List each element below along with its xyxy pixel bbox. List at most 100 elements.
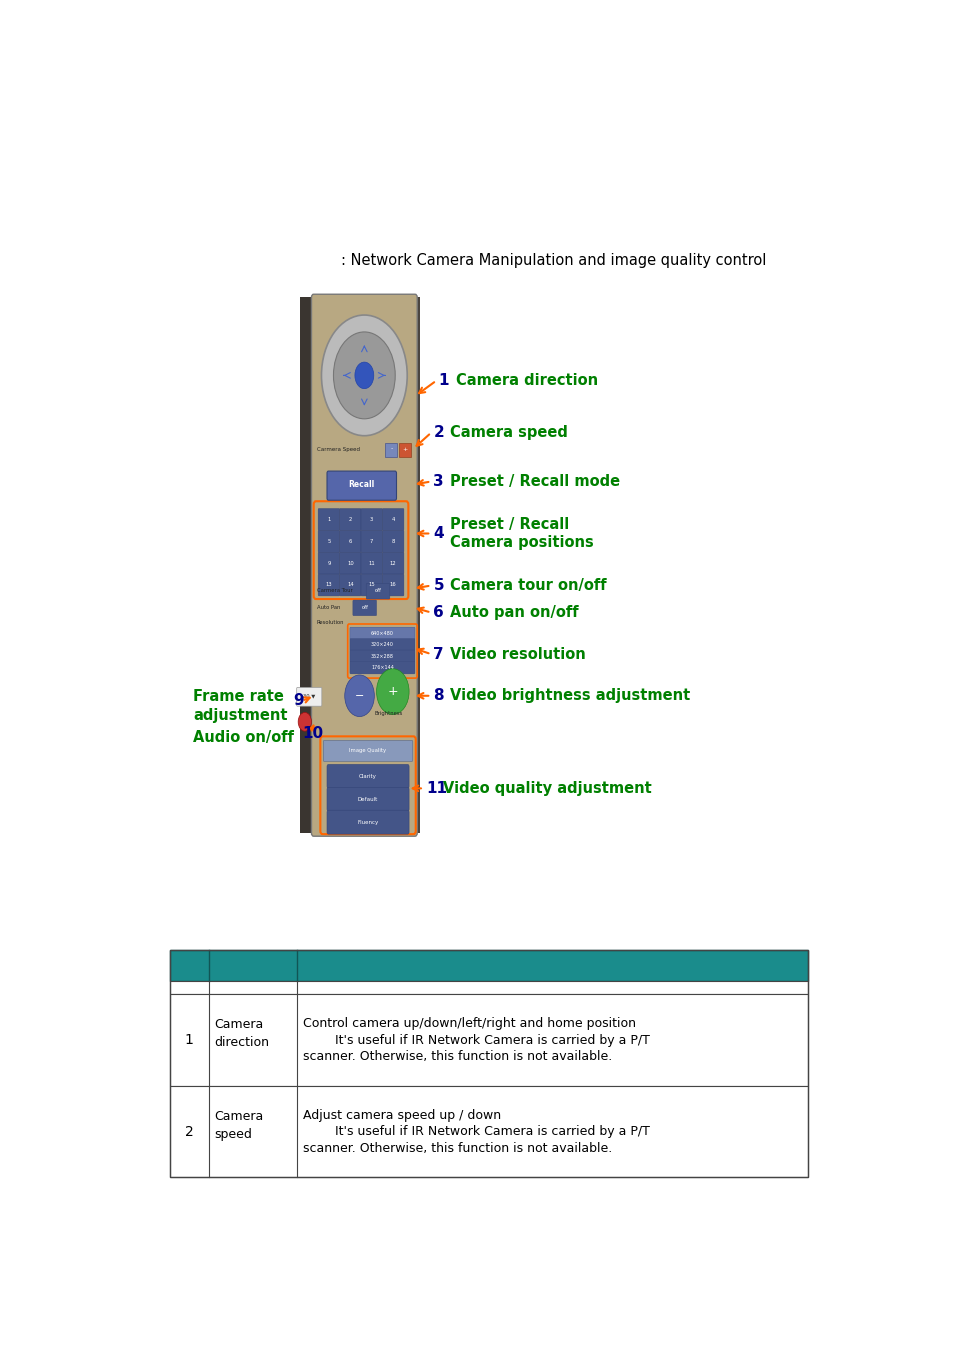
Text: 2: 2 [348,517,352,521]
FancyBboxPatch shape [382,553,403,574]
Text: 6: 6 [433,605,444,620]
FancyBboxPatch shape [327,765,409,789]
Text: Camera
speed: Camera speed [214,1111,264,1140]
Bar [300,297,314,834]
Text: 6: 6 [348,539,352,544]
Text: 320×240: 320×240 [371,642,394,647]
Text: 1: 1 [185,1034,193,1047]
FancyBboxPatch shape [317,531,339,553]
Bar [170,981,807,994]
Text: Clarity: Clarity [358,774,376,780]
FancyBboxPatch shape [382,574,403,596]
Text: 11: 11 [368,561,375,566]
Circle shape [344,676,374,716]
Text: 15: 15 [368,582,375,588]
FancyBboxPatch shape [339,574,360,596]
Text: Frame rate
adjustment: Frame rate adjustment [193,689,288,723]
Circle shape [355,362,374,389]
Text: It's useful if IR Network Camera is carried by a P/T: It's useful if IR Network Camera is carr… [303,1034,650,1047]
FancyBboxPatch shape [311,295,416,836]
Circle shape [334,332,395,419]
Text: 640×480: 640×480 [371,631,394,636]
Text: Preset / Recall mode: Preset / Recall mode [450,474,620,489]
Text: 8: 8 [433,688,444,704]
Text: 2: 2 [433,426,444,440]
Text: scanner. Otherwise, this function is not available.: scanner. Otherwise, this function is not… [303,1050,612,1063]
Text: 8: 8 [391,539,395,544]
Text: Video quality adjustment: Video quality adjustment [442,781,651,796]
Text: Camera tour on/off: Camera tour on/off [450,578,606,593]
Text: +: + [387,685,397,698]
FancyBboxPatch shape [360,553,382,574]
Text: 14: 14 [347,582,354,588]
Bar [398,443,410,457]
Text: Auto Pan: Auto Pan [316,605,339,609]
Text: scanner. Otherwise, this function is not available.: scanner. Otherwise, this function is not… [303,1142,612,1155]
Text: 30 ▼: 30 ▼ [303,693,315,698]
Text: Fluency: Fluency [357,820,378,824]
Text: 4: 4 [433,526,444,540]
FancyBboxPatch shape [350,650,415,662]
Text: Video resolution: Video resolution [450,647,585,662]
FancyBboxPatch shape [339,553,360,574]
FancyBboxPatch shape [339,508,360,531]
FancyBboxPatch shape [366,584,390,598]
FancyBboxPatch shape [360,508,382,531]
FancyBboxPatch shape [327,811,409,834]
FancyBboxPatch shape [353,600,376,616]
FancyBboxPatch shape [296,688,321,707]
Text: 9: 9 [327,561,330,566]
Bar [415,297,419,834]
Text: off: off [361,605,368,609]
Text: Recall: Recall [348,480,375,489]
FancyBboxPatch shape [317,553,339,574]
Bar [170,950,807,1178]
Text: 3: 3 [370,517,373,521]
Text: −: − [355,690,364,701]
Text: 9: 9 [293,693,303,708]
Text: Carmera Tour: Carmera Tour [316,588,352,593]
Text: Camera
direction: Camera direction [214,1019,270,1050]
Text: 13: 13 [325,582,332,588]
Text: 5: 5 [433,578,444,593]
FancyBboxPatch shape [327,788,409,811]
Text: 4: 4 [391,517,395,521]
Text: Preset / Recall
Camera positions: Preset / Recall Camera positions [450,516,594,550]
Text: It's useful if IR Network Camera is carried by a P/T: It's useful if IR Network Camera is carr… [303,1125,650,1138]
Text: 1: 1 [438,373,449,388]
Text: 12: 12 [390,561,396,566]
Text: -: - [390,447,392,451]
FancyBboxPatch shape [360,531,382,553]
Text: 10: 10 [301,725,323,740]
Circle shape [321,315,407,436]
Circle shape [376,669,409,715]
Text: 10: 10 [347,561,354,566]
Text: 2: 2 [185,1124,193,1139]
Bar [170,994,807,1086]
Text: +: + [401,447,407,451]
Text: Auto pan on/off: Auto pan on/off [450,605,578,620]
FancyBboxPatch shape [382,531,403,553]
FancyBboxPatch shape [360,574,382,596]
Text: Camera speed: Camera speed [450,426,568,440]
Text: Control camera up/down/left/right and home position: Control camera up/down/left/right and ho… [303,1017,636,1029]
Text: 176×144: 176×144 [371,665,394,670]
Bar [385,443,396,457]
Text: Image Quality: Image Quality [349,748,386,754]
FancyBboxPatch shape [339,531,360,553]
Text: 11: 11 [426,781,447,796]
FancyBboxPatch shape [327,471,396,500]
Circle shape [298,712,311,731]
Text: Default: Default [357,797,377,801]
Text: 7: 7 [370,539,373,544]
Text: off: off [375,588,381,593]
Text: Camera direction: Camera direction [456,373,598,388]
Text: Adjust camera speed up / down: Adjust camera speed up / down [303,1109,501,1121]
Text: 7: 7 [433,647,444,662]
FancyBboxPatch shape [323,740,413,762]
Text: Audio on/off: Audio on/off [193,730,294,744]
Text: 352×288: 352×288 [371,654,394,659]
FancyBboxPatch shape [350,662,415,674]
Bar [170,950,807,981]
FancyBboxPatch shape [382,508,403,531]
